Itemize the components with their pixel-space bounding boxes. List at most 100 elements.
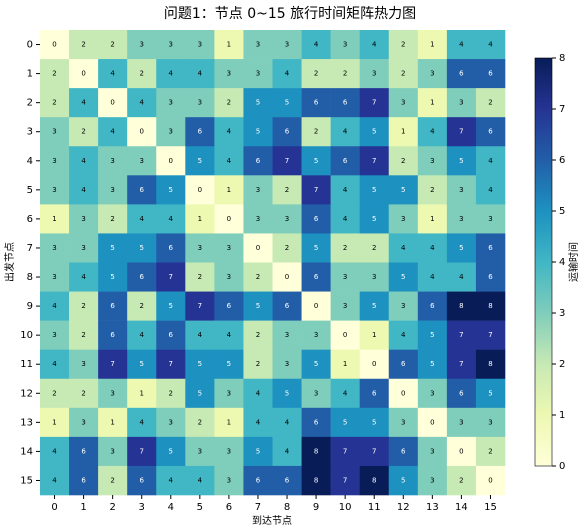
x-tick-label: 14 (455, 502, 468, 513)
heatmap-cell (127, 30, 157, 60)
cell-label: 3 (52, 128, 56, 136)
heatmap-cell (214, 320, 244, 350)
cell-label: 5 (401, 186, 405, 194)
heatmap-cell (301, 320, 331, 350)
cell-label: 0 (430, 418, 434, 426)
cell-label: 3 (401, 215, 405, 223)
heatmap-cell (417, 59, 448, 89)
cell-label: 4 (430, 128, 435, 136)
heatmap-cell (446, 59, 477, 89)
cell-label: 2 (314, 70, 318, 78)
cell-label: 4 (81, 157, 86, 165)
cell-label: 6 (459, 70, 464, 78)
cell-label: 0 (459, 447, 463, 455)
cell-label: 2 (52, 70, 56, 78)
heatmap-cell (359, 146, 390, 176)
heatmap-cell (214, 59, 244, 89)
cell-label: 2 (488, 447, 492, 455)
heatmap-cell (475, 175, 506, 205)
chart-title: 问题1：节点 0~15 旅行时间矩阵热力图 (164, 6, 416, 22)
cell-label: 3 (169, 99, 173, 107)
cell-label: 4 (110, 70, 115, 78)
heatmap-cell (388, 59, 419, 89)
heatmap-cell (127, 146, 157, 176)
heatmap-cell (185, 117, 215, 147)
heatmap-cell (185, 407, 215, 438)
heatmap-cell (214, 204, 244, 234)
heatmap-cell (359, 88, 390, 118)
cell-label: 3 (81, 244, 85, 252)
cell-label: 0 (198, 186, 202, 194)
heatmap-cell (40, 233, 70, 263)
cell-label: 4 (52, 302, 57, 310)
cell-label: 4 (459, 41, 464, 49)
heatmap-cell (214, 349, 244, 380)
heatmap-cell (330, 349, 360, 380)
heatmap-cell (156, 233, 186, 263)
heatmap-cell (301, 88, 331, 118)
cell-label: 6 (459, 389, 464, 397)
heatmap-cell (185, 59, 215, 89)
cell-label: 6 (314, 99, 319, 107)
heatmap-cell (272, 146, 302, 176)
heatmap-cell (69, 378, 99, 409)
cell-label: 3 (256, 215, 260, 223)
cell-label: 3 (198, 41, 202, 49)
y-tick-label: 7 (27, 243, 33, 254)
cell-label: 2 (401, 41, 405, 49)
heatmap-cell (156, 465, 186, 496)
heatmap-cell (330, 88, 360, 118)
heatmap-cell (156, 117, 186, 147)
heatmap-cell (272, 320, 302, 350)
heatmap-cell (272, 262, 302, 292)
cell-label: 3 (81, 418, 85, 426)
heatmap-cell (330, 436, 360, 467)
heatmap-cell (330, 378, 360, 409)
heatmap-cell (214, 175, 244, 205)
cell-label: 4 (488, 41, 493, 49)
cell-label: 4 (52, 476, 57, 484)
heatmap-cell (301, 30, 331, 60)
cell-label: 6 (401, 360, 406, 368)
cell-label: 4 (488, 186, 493, 194)
heatmap-cell (475, 117, 506, 147)
heatmap-cell (388, 204, 419, 234)
heatmap-cell (272, 465, 302, 496)
heatmap-cell (359, 436, 390, 467)
heatmap-cell (243, 117, 273, 147)
heatmap-cell (417, 146, 448, 176)
heatmap-cell (417, 204, 448, 234)
heatmap-cell (243, 378, 273, 409)
cell-label: 3 (488, 418, 492, 426)
cell-label: 5 (372, 186, 376, 194)
cell-label: 7 (139, 447, 143, 455)
heatmap-cell (69, 204, 99, 234)
heatmap-cell (156, 291, 186, 321)
cell-label: 2 (430, 186, 434, 194)
cell-label: 6 (401, 447, 406, 455)
heatmap-cell (185, 233, 215, 263)
cell-label: 5 (256, 99, 260, 107)
heatmap-cell (214, 233, 244, 263)
heatmap-cell (359, 378, 390, 409)
heatmap-cell (243, 88, 273, 118)
heatmap-cell (214, 465, 244, 496)
cell-label: 3 (430, 476, 434, 484)
heatmap-cell (330, 30, 360, 60)
heatmap-cell (69, 59, 99, 89)
cell-label: 2 (81, 41, 85, 49)
heatmap-cell (359, 233, 390, 263)
heatmap-cell (272, 349, 302, 380)
heatmap-cell (272, 117, 302, 147)
heatmap-cell (301, 175, 331, 205)
cell-label: 4 (81, 186, 86, 194)
heatmap-cell (301, 262, 331, 292)
cell-label: 2 (285, 186, 289, 194)
cell-label: 6 (139, 476, 144, 484)
heatmap-cell (185, 30, 215, 60)
cell-label: 4 (430, 273, 435, 281)
heatmap-cell (40, 175, 70, 205)
heatmap-cell (98, 291, 128, 321)
x-tick-label: 12 (397, 502, 410, 513)
heatmap-cell (301, 436, 331, 467)
